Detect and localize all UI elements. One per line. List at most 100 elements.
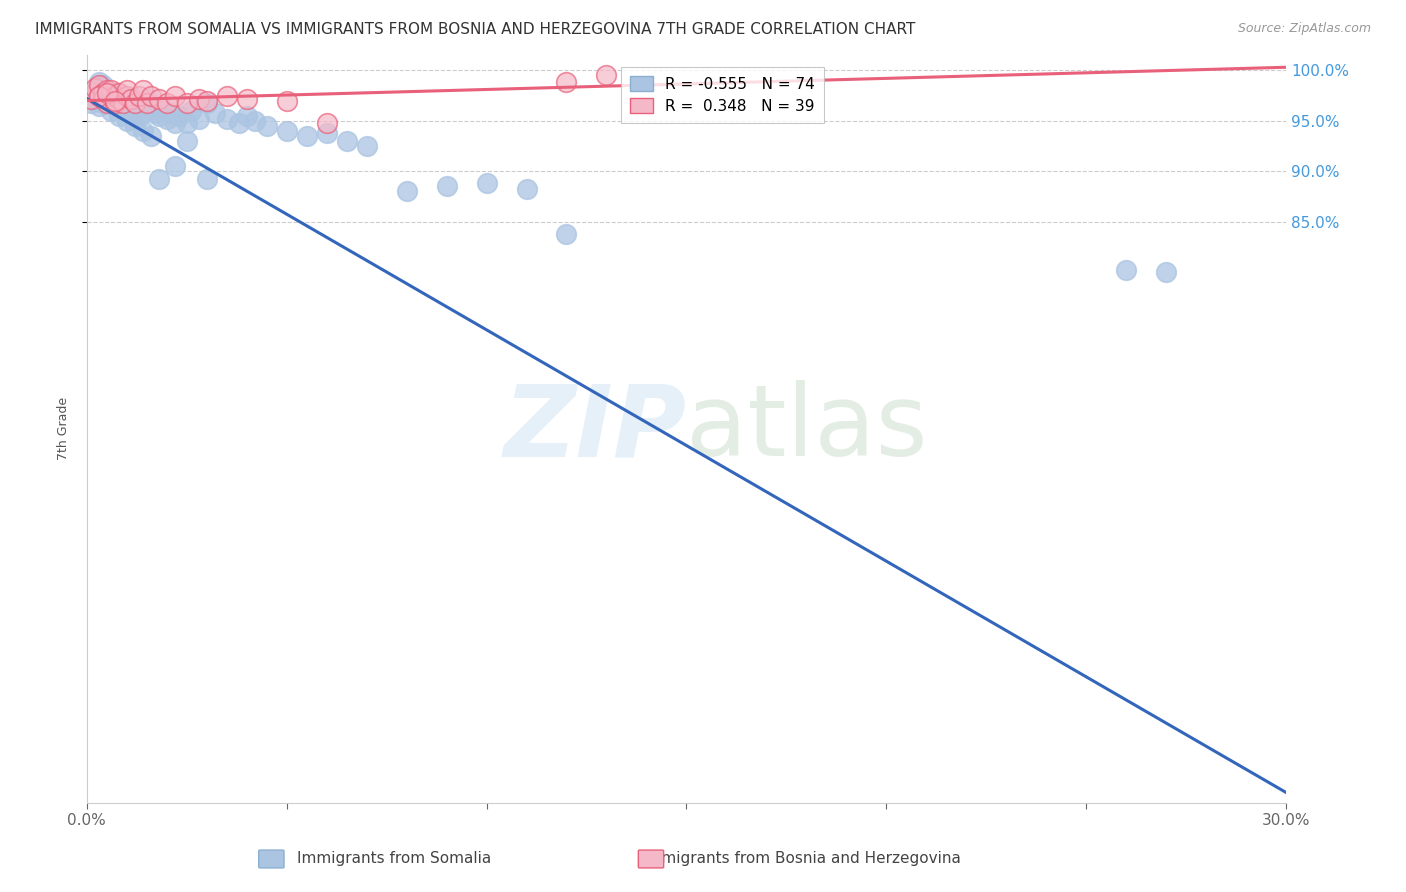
Point [555, 75, 578, 89]
Point [80, 92, 103, 106]
Point [115, 98, 138, 112]
Point [124, 105, 146, 120]
Point [163, 88, 186, 103]
Point [87, 75, 110, 89]
Point [395, 185, 418, 199]
Point [87, 88, 110, 103]
Point [104, 94, 127, 108]
Point [176, 116, 198, 130]
Point [187, 92, 209, 106]
Text: Immigrants from Bosnia and Herzegovina: Immigrants from Bosnia and Herzegovina [643, 851, 960, 865]
Point [96, 94, 118, 108]
Point [96, 83, 118, 97]
Point [108, 92, 131, 106]
Point [295, 128, 318, 143]
Point [135, 92, 157, 106]
Point [235, 92, 257, 106]
Point [120, 95, 142, 110]
Point [104, 94, 127, 108]
Text: IMMIGRANTS FROM SOMALIA VS IMMIGRANTS FROM BOSNIA AND HERZEGOVINA 7TH GRADE CORR: IMMIGRANTS FROM SOMALIA VS IMMIGRANTS FR… [35, 22, 915, 37]
Point [104, 95, 127, 110]
Point [104, 88, 127, 103]
Legend: R = -0.555   N = 74, R =  0.348   N = 39: R = -0.555 N = 74, R = 0.348 N = 39 [621, 67, 824, 123]
Point [96, 95, 118, 110]
Point [100, 103, 122, 118]
Point [148, 92, 170, 106]
Point [163, 159, 186, 173]
Point [120, 103, 142, 118]
Point [163, 116, 186, 130]
Point [100, 92, 122, 106]
Point [336, 134, 359, 148]
Point [204, 105, 226, 120]
Point [187, 112, 209, 126]
Point [167, 109, 190, 123]
Point [96, 86, 118, 100]
Point [1115, 263, 1137, 277]
Y-axis label: 7th Grade: 7th Grade [58, 397, 70, 460]
Point [139, 88, 162, 103]
Point [115, 113, 138, 128]
Point [139, 128, 162, 143]
Point [83, 86, 105, 100]
Point [555, 227, 578, 241]
Point [115, 92, 138, 106]
Point [215, 112, 238, 126]
Text: ZIP: ZIP [503, 380, 686, 477]
Point [83, 81, 105, 95]
Point [176, 134, 198, 148]
Point [100, 88, 122, 103]
Point [195, 95, 218, 110]
Point [195, 172, 218, 186]
Point [128, 109, 150, 123]
Point [100, 88, 122, 103]
Point [100, 83, 122, 97]
Point [276, 124, 298, 138]
Point [156, 112, 179, 126]
Point [156, 95, 179, 110]
Point [80, 95, 103, 110]
Point [87, 98, 110, 112]
Point [215, 88, 238, 103]
Point [96, 88, 118, 103]
Point [115, 83, 138, 97]
Point [276, 94, 298, 108]
Point [120, 92, 142, 106]
Point [228, 116, 250, 130]
Point [235, 109, 257, 123]
Point [143, 105, 166, 120]
Point [128, 102, 150, 116]
Point [111, 98, 134, 112]
Point [436, 179, 458, 194]
Point [108, 109, 131, 123]
Point [152, 103, 174, 118]
Point [132, 105, 155, 120]
Point [100, 95, 122, 110]
Point [135, 95, 157, 110]
Point [132, 83, 155, 97]
Point [124, 98, 146, 112]
Point [91, 95, 114, 110]
Point [356, 139, 378, 153]
Point [132, 124, 155, 138]
Point [87, 78, 110, 93]
Point [595, 68, 617, 82]
Point [135, 95, 157, 110]
Point [195, 94, 218, 108]
Point [256, 119, 278, 133]
Point [128, 88, 150, 103]
Point [111, 94, 134, 108]
Point [108, 86, 131, 100]
Point [87, 88, 110, 103]
Point [104, 98, 127, 112]
Point [315, 126, 337, 140]
Point [111, 95, 134, 110]
Point [91, 86, 114, 100]
Point [139, 102, 162, 116]
Point [315, 116, 337, 130]
Point [96, 92, 118, 106]
Point [83, 83, 105, 97]
Point [108, 92, 131, 106]
Point [91, 92, 114, 106]
Point [96, 86, 118, 100]
